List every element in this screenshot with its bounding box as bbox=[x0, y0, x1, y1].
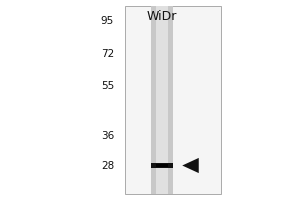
Bar bbox=[156, 164, 168, 167]
Text: 72: 72 bbox=[101, 49, 114, 59]
Bar bbox=[156, 6, 168, 194]
Bar bbox=[151, 6, 173, 194]
Text: 55: 55 bbox=[101, 81, 114, 91]
Text: WiDr: WiDr bbox=[147, 10, 177, 23]
Bar bbox=[124, 6, 220, 194]
Polygon shape bbox=[182, 158, 199, 173]
Bar bbox=[151, 163, 173, 168]
Text: 95: 95 bbox=[101, 16, 114, 26]
Text: 36: 36 bbox=[101, 131, 114, 141]
Text: 28: 28 bbox=[101, 161, 114, 171]
